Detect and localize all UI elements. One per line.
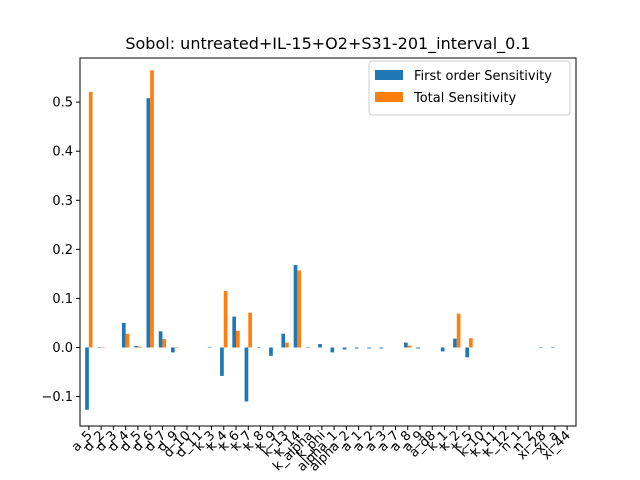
bar-first-order-k_phi <box>318 344 322 348</box>
legend-frame <box>368 60 571 116</box>
bar-first-order-k_4 <box>220 347 224 376</box>
bar-first-order-k_6 <box>232 316 237 348</box>
bar-first-order-k_5 <box>465 347 470 358</box>
legend-swatch-total <box>375 92 403 102</box>
bar-first-order-a_1 <box>354 347 359 349</box>
bar-total-k_4 <box>223 291 228 348</box>
legend: First order Sensitivity Total Sensitivit… <box>368 60 571 116</box>
bar-first-order-alpha_1 <box>330 347 335 353</box>
bar-first-order-a_5 <box>85 347 89 410</box>
bar-total-d_6 <box>150 70 154 348</box>
bar-total-k_14 <box>297 270 302 348</box>
bar-total-k_13 <box>285 342 289 348</box>
bar-first-order-a_9 <box>416 347 420 349</box>
y-tick-label: −0.1 <box>41 390 73 405</box>
bar-first-order-alpha_2 <box>342 347 347 350</box>
legend-swatch-first-order <box>375 70 403 80</box>
y-tick-label: 0.2 <box>52 243 73 258</box>
bar-first-order-k_1 <box>440 347 445 352</box>
bar-first-order-k_9 <box>269 347 273 356</box>
bar-total-k_2 <box>456 313 461 348</box>
bar-total-k_5 <box>469 338 473 348</box>
bar-first-order-d_6 <box>146 98 151 348</box>
legend-label-total: Total Sensitivity <box>413 91 516 106</box>
bar-first-order-d_4 <box>121 322 126 348</box>
y-tick-label: 0.5 <box>52 96 73 111</box>
bar-first-order-a_2 <box>367 347 371 349</box>
bar-first-order-a_3 <box>379 347 384 349</box>
bar-first-order-k_13 <box>281 333 286 348</box>
bar-first-order-d_9 <box>171 347 175 353</box>
y-tick-label: 0.4 <box>52 145 73 160</box>
bar-total-d_7 <box>162 339 167 348</box>
y-tick-label: 0.0 <box>52 341 73 356</box>
bar-total-k_6 <box>236 330 240 348</box>
axes-frame <box>79 57 577 427</box>
bar-first-order-a_8 <box>404 342 408 348</box>
chart-title: Sobol: untreated+IL-15+O2+S31-201_interv… <box>125 34 530 54</box>
bar-first-order-k_7 <box>244 347 249 402</box>
bar-total-k_7 <box>248 312 252 348</box>
y-tick-label: 0.1 <box>52 292 73 307</box>
bar-total-d_5 <box>137 346 142 348</box>
bar-first-order-d_7 <box>158 331 163 348</box>
bar-total-a_5 <box>88 91 93 348</box>
bar-total-d_4 <box>125 333 130 348</box>
y-tick-label: 0.3 <box>52 194 73 209</box>
bar-first-order-d_5 <box>134 346 138 348</box>
bar-first-order-k_2 <box>453 338 457 348</box>
bar-first-order-k_14 <box>293 265 298 348</box>
legend-label-first-order: First order Sensitivity <box>414 69 552 84</box>
bar-total-a_8 <box>407 345 412 348</box>
